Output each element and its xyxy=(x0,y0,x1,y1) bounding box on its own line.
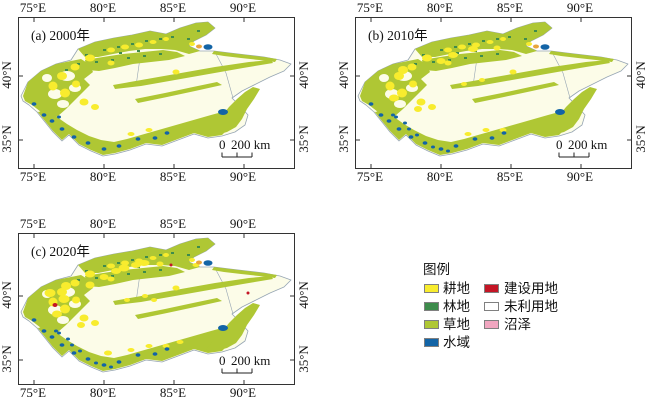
x-tick-label-top: 90°E xyxy=(229,216,257,231)
x-tick-label-bottom: 90°E xyxy=(229,385,257,400)
x-tick-label-bottom: 85°E xyxy=(159,385,187,400)
x-tick-label-bottom: 85°E xyxy=(496,169,524,184)
legend-swatch xyxy=(484,284,499,293)
legend-label: 草地 xyxy=(443,317,470,332)
legend-label: 水域 xyxy=(443,335,470,350)
x-tick-label-bottom: 85°E xyxy=(159,169,187,184)
y-tick-label-left: 40°N xyxy=(0,61,14,89)
y-tick-label-left: 40°N xyxy=(0,281,14,309)
y-tick-label-right: 40°N xyxy=(296,61,311,89)
legend-swatch xyxy=(484,320,499,329)
x-tick-label-top: 80°E xyxy=(89,216,117,231)
x-tick-label-bottom: 75°E xyxy=(19,169,47,184)
legend-title: 图例 xyxy=(423,262,450,277)
x-tick-label-bottom: 80°E xyxy=(89,169,117,184)
panel-title-a: (a) 2000年 xyxy=(31,28,90,43)
svg-text:200 km: 200 km xyxy=(568,137,607,152)
x-tick-label-bottom: 90°E xyxy=(566,169,594,184)
legend-label: 林地 xyxy=(443,299,470,314)
x-tick-label-bottom: 80°E xyxy=(426,169,454,184)
panel-title-c: (c) 2020年 xyxy=(31,244,90,259)
legend-swatch xyxy=(424,302,439,311)
x-tick-label-top: 90°E xyxy=(229,0,257,15)
panel-title-b: (b) 2010年 xyxy=(368,28,428,43)
legend-swatch xyxy=(424,284,439,293)
x-tick-label-top: 90°E xyxy=(566,0,594,15)
x-tick-label-top: 75°E xyxy=(19,216,47,231)
legend-label: 建设用地 xyxy=(504,281,558,296)
y-tick-label-right: 40°N xyxy=(296,281,311,309)
svg-text:200 km: 200 km xyxy=(231,137,270,152)
y-tick-label-left: 35°N xyxy=(336,125,351,153)
y-tick-label-right: 40°N xyxy=(633,61,648,89)
x-tick-label-top: 80°E xyxy=(426,0,454,15)
x-tick-label-bottom: 80°E xyxy=(89,385,117,400)
x-tick-label-bottom: 75°E xyxy=(19,385,47,400)
legend-swatch xyxy=(424,338,439,347)
x-tick-label-top: 80°E xyxy=(89,0,117,15)
x-tick-label-top: 85°E xyxy=(159,216,187,231)
x-tick-label-top: 85°E xyxy=(159,0,187,15)
legend-label: 耕地 xyxy=(443,281,470,296)
svg-text:0: 0 xyxy=(219,137,226,152)
y-tick-label-right: 35°N xyxy=(296,125,311,153)
y-tick-label-right: 35°N xyxy=(633,125,648,153)
y-tick-label-left: 35°N xyxy=(0,345,14,373)
legend-label: 未利用地 xyxy=(504,299,558,314)
y-tick-label-left: 40°N xyxy=(336,61,351,89)
svg-text:0: 0 xyxy=(556,137,563,152)
map-svg-b: 0 200 km (b) 2010年 xyxy=(355,17,632,169)
x-tick-label-top: 85°E xyxy=(496,0,524,15)
legend-swatch xyxy=(424,320,439,329)
legend-swatch xyxy=(484,302,499,311)
y-tick-label-left: 35°N xyxy=(0,125,14,153)
x-tick-label-bottom: 90°E xyxy=(229,169,257,184)
x-tick-label-bottom: 75°E xyxy=(356,169,384,184)
map-svg-c: 0 200 km (c) 2020年 xyxy=(18,233,295,385)
legend-label: 沼泽 xyxy=(504,317,531,332)
map-svg-a: 0 200 km (a) 2000年 xyxy=(18,17,295,169)
x-tick-label-top: 75°E xyxy=(19,0,47,15)
svg-text:200 km: 200 km xyxy=(231,353,270,368)
x-tick-label-top: 75°E xyxy=(356,0,384,15)
svg-text:0: 0 xyxy=(219,353,226,368)
y-tick-label-right: 35°N xyxy=(296,345,311,373)
